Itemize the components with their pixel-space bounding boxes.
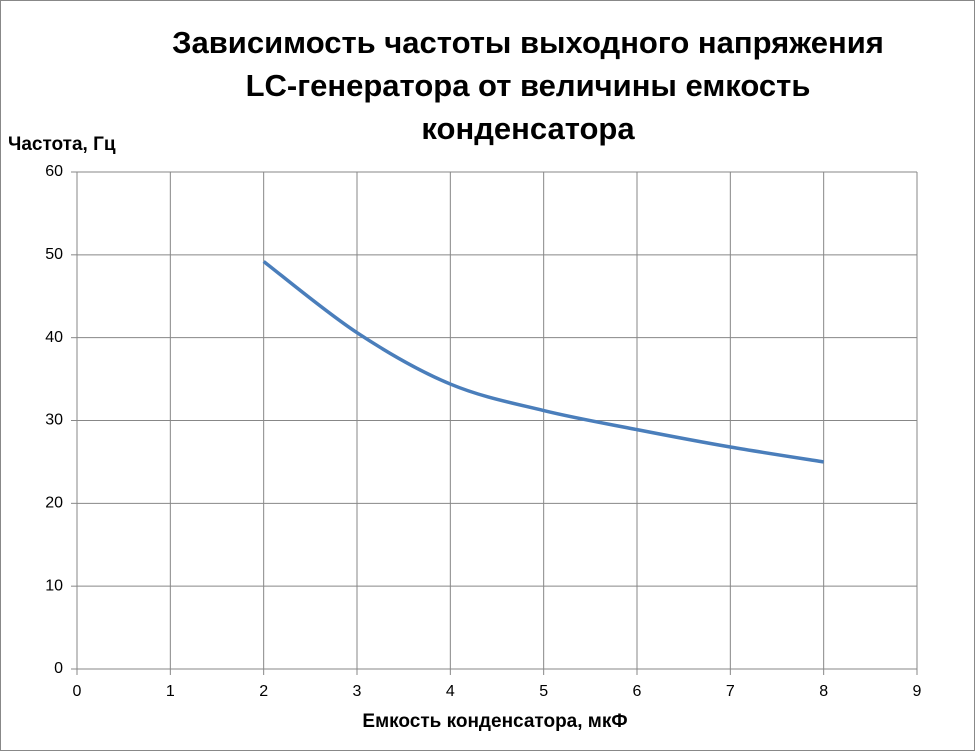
- x-tick-label: 7: [726, 683, 735, 700]
- y-tick-label: 60: [45, 163, 63, 180]
- y-tick-label: 10: [45, 577, 63, 594]
- chart-title: Зависимость частоты выходного напряжения: [172, 25, 884, 60]
- x-tick-label: 9: [913, 683, 922, 700]
- x-tick-label: 0: [73, 683, 82, 700]
- y-tick-label: 50: [45, 246, 63, 263]
- chart-title: конденсатора: [421, 111, 635, 146]
- x-tick-label: 5: [539, 683, 548, 700]
- y-tick-label: 0: [54, 660, 63, 677]
- x-tick-label: 6: [633, 683, 642, 700]
- x-tick-label: 1: [166, 683, 175, 700]
- x-tick-label: 4: [446, 683, 455, 700]
- y-axis-label: Частота, Гц: [8, 134, 116, 155]
- series-line: [262, 260, 824, 464]
- x-tick-label: 2: [259, 683, 268, 700]
- y-tick-label: 30: [45, 412, 63, 429]
- x-tick-label: 3: [353, 683, 362, 700]
- x-tick-label: 8: [819, 683, 828, 700]
- y-tick-label: 20: [45, 495, 63, 512]
- y-tick-label: 40: [45, 329, 63, 346]
- x-axis-label: Емкость конденсатора, мкФ: [362, 711, 627, 732]
- chart-title: LC-генератора от величины емкость: [246, 68, 811, 103]
